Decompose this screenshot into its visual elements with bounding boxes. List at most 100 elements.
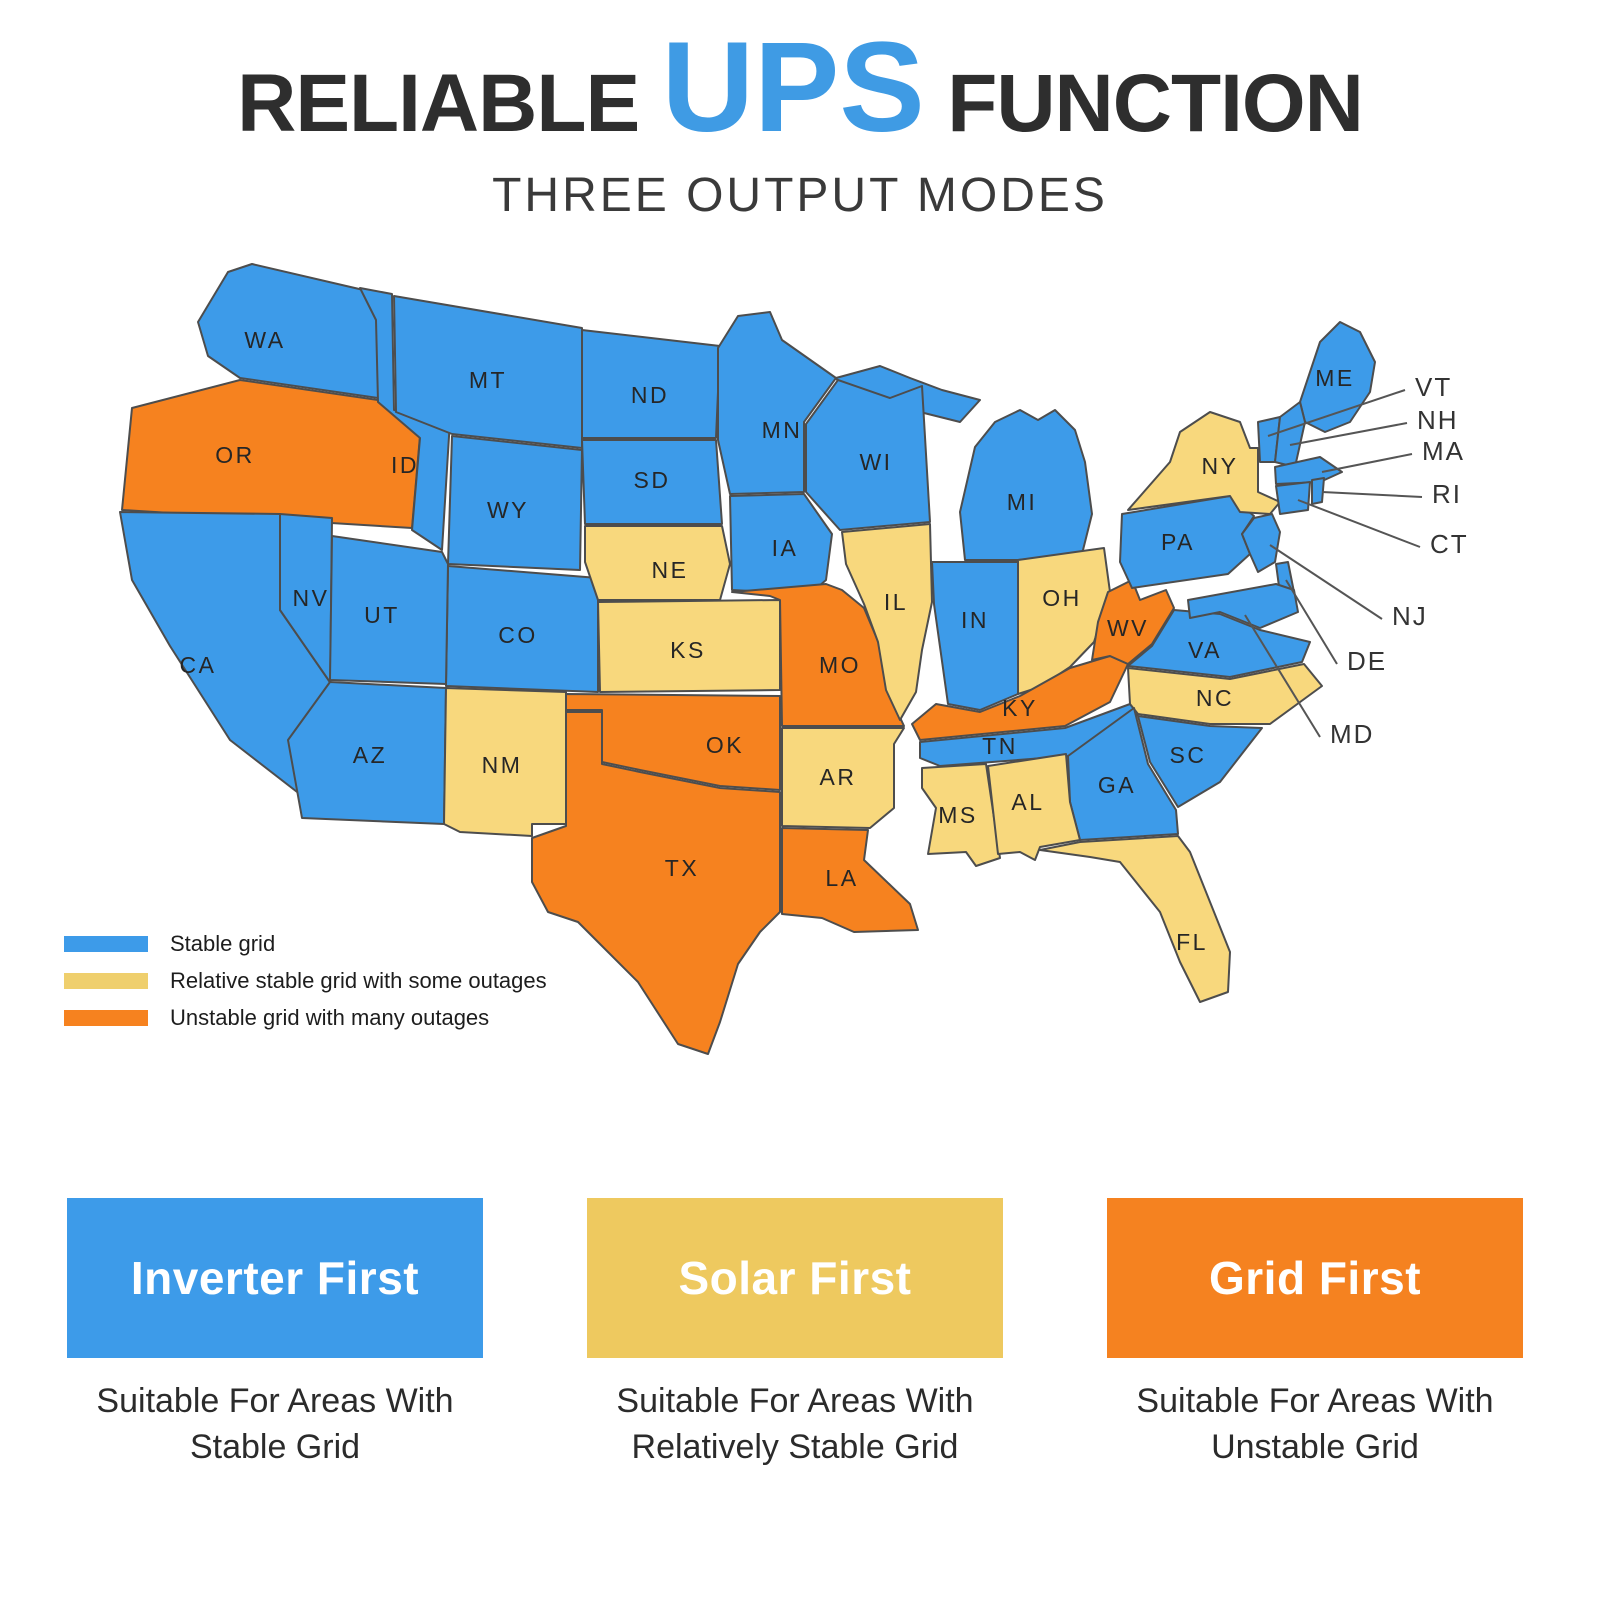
state-wy — [447, 435, 583, 571]
state-az — [287, 681, 447, 825]
state-label-pa: PA — [1161, 529, 1195, 555]
state-label-fl: FL — [1176, 929, 1208, 955]
state-ny — [1127, 411, 1281, 515]
state-label-mn: MN — [762, 417, 803, 443]
state-mt — [393, 295, 583, 449]
state-ri — [1311, 477, 1325, 505]
state-label-oh: OH — [1042, 585, 1082, 611]
legend-swatch-unstable — [64, 1009, 148, 1026]
mode-name-solar-first: Solar First — [678, 1252, 912, 1304]
state-sc — [1137, 715, 1263, 808]
state-label-wi: WI — [859, 449, 892, 475]
state-label-co: CO — [498, 622, 538, 648]
state-wa — [197, 263, 386, 399]
state-ma — [1274, 456, 1343, 485]
mode-name-inverter-first: Inverter First — [130, 1252, 420, 1304]
callout-line-ma — [1321, 453, 1413, 473]
state-label-al: AL — [1011, 789, 1044, 815]
callout-line-ct — [1297, 499, 1421, 548]
state-la — [781, 827, 919, 933]
state-nh — [1274, 401, 1306, 468]
state-me — [1299, 321, 1376, 433]
callout-line-md — [1244, 614, 1321, 738]
callout-line-nh — [1289, 422, 1408, 446]
state-ks — [597, 599, 781, 693]
state-ar — [781, 727, 905, 829]
state-nj — [1241, 513, 1281, 573]
callout-line-vt — [1267, 389, 1406, 437]
legend-row-relative-stable: Relative stable grid with some outages — [64, 967, 547, 994]
state-label-mo: MO — [819, 652, 861, 678]
callout-line-ri — [1321, 491, 1423, 498]
legend-row-unstable: Unstable grid with many outages — [64, 1004, 547, 1031]
state-label-in: IN — [961, 607, 989, 633]
state-label-tx: TX — [665, 855, 699, 881]
output-modes: Inverter First Suitable For Areas With S… — [67, 1198, 1523, 1470]
legend-swatch-stable — [64, 935, 148, 952]
state-label-mt: MT — [469, 367, 507, 393]
callout-label-md: MD — [1330, 719, 1374, 749]
callout-label-nh: NH — [1417, 405, 1459, 435]
mode-desc-solar-first: Suitable For Areas With Relatively Stabl… — [616, 1382, 974, 1466]
page-title: RELIABLE UPS FUNCTION — [0, 24, 1600, 152]
page-subtitle: THREE OUTPUT MODES — [492, 169, 1108, 222]
mode-desc-grid-first: Suitable For Areas With Unstable Grid — [1136, 1382, 1494, 1466]
state-label-nv: NV — [293, 585, 330, 611]
us-grid-stability-map: WA OR CA NV ID MT WY CO UT AZ NM ND SD NE KS OK TX MN IA MO… — [119, 263, 1469, 1055]
state-label-or: OR — [215, 442, 255, 468]
state-label-ny: NY — [1202, 453, 1239, 479]
mode-box-grid-first: Grid First — [1107, 1198, 1523, 1358]
mode-card-grid-first: Grid First Suitable For Areas With Unsta… — [1107, 1198, 1523, 1470]
state-mi — [959, 409, 1093, 561]
state-label-mi: MI — [1007, 489, 1038, 515]
state-label-wy: WY — [487, 497, 529, 523]
mode-name-grid-first: Grid First — [1208, 1252, 1422, 1304]
state-label-ca: CA — [180, 652, 217, 678]
legend-row-stable: Stable grid — [64, 930, 547, 957]
state-label-me: ME — [1315, 365, 1355, 391]
mode-box-inverter-first: Inverter First — [67, 1198, 483, 1358]
state-label-ky: KY — [1002, 695, 1038, 721]
state-label-la: LA — [825, 865, 858, 891]
state-label-ks: KS — [670, 637, 706, 663]
state-label-sd: SD — [634, 467, 671, 493]
state-wi — [805, 379, 931, 531]
state-label-sc: SC — [1170, 742, 1207, 768]
state-oh — [1017, 547, 1111, 695]
state-label-il: IL — [884, 589, 908, 615]
callout-label-ct: CT — [1430, 529, 1469, 559]
callout-label-ma: MA — [1422, 436, 1465, 466]
state-label-ia: IA — [772, 535, 799, 561]
callout-line-de — [1285, 579, 1338, 665]
state-nd — [581, 329, 721, 439]
callout-label-vt: VT — [1415, 372, 1452, 402]
state-label-ga: GA — [1098, 772, 1136, 798]
state-label-ok: OK — [706, 732, 744, 758]
state-label-az: AZ — [353, 742, 387, 768]
state-ct — [1275, 481, 1311, 515]
state-label-nd: ND — [631, 382, 669, 408]
state-mn — [717, 311, 837, 495]
state-label-wa: WA — [244, 327, 285, 353]
legend-label-stable: Stable grid — [170, 930, 276, 956]
mode-card-solar-first: Solar First Suitable For Areas With Rela… — [587, 1198, 1003, 1470]
state-label-va: VA — [1188, 637, 1222, 663]
title-leading: RELIABLE — [237, 58, 640, 149]
state-md — [1187, 583, 1299, 629]
state-label-tn: TN — [982, 733, 1018, 759]
mode-desc-inverter-first: Suitable For Areas With Stable Grid — [96, 1382, 454, 1466]
state-tx — [531, 711, 781, 1055]
map-legend: Stable grid Relative stable grid with so… — [64, 930, 547, 1041]
state-label-ne: NE — [652, 557, 689, 583]
state-nc — [1127, 663, 1323, 725]
state-id — [359, 287, 451, 551]
state-or — [121, 379, 421, 529]
mode-card-inverter-first: Inverter First Suitable For Areas With S… — [67, 1198, 483, 1470]
state-sd — [581, 439, 723, 525]
state-label-nm: NM — [482, 752, 523, 778]
state-in — [931, 561, 1019, 711]
legend-swatch-relative-stable — [64, 972, 148, 989]
state-label-wv: WV — [1107, 615, 1149, 641]
state-ia — [729, 493, 833, 595]
